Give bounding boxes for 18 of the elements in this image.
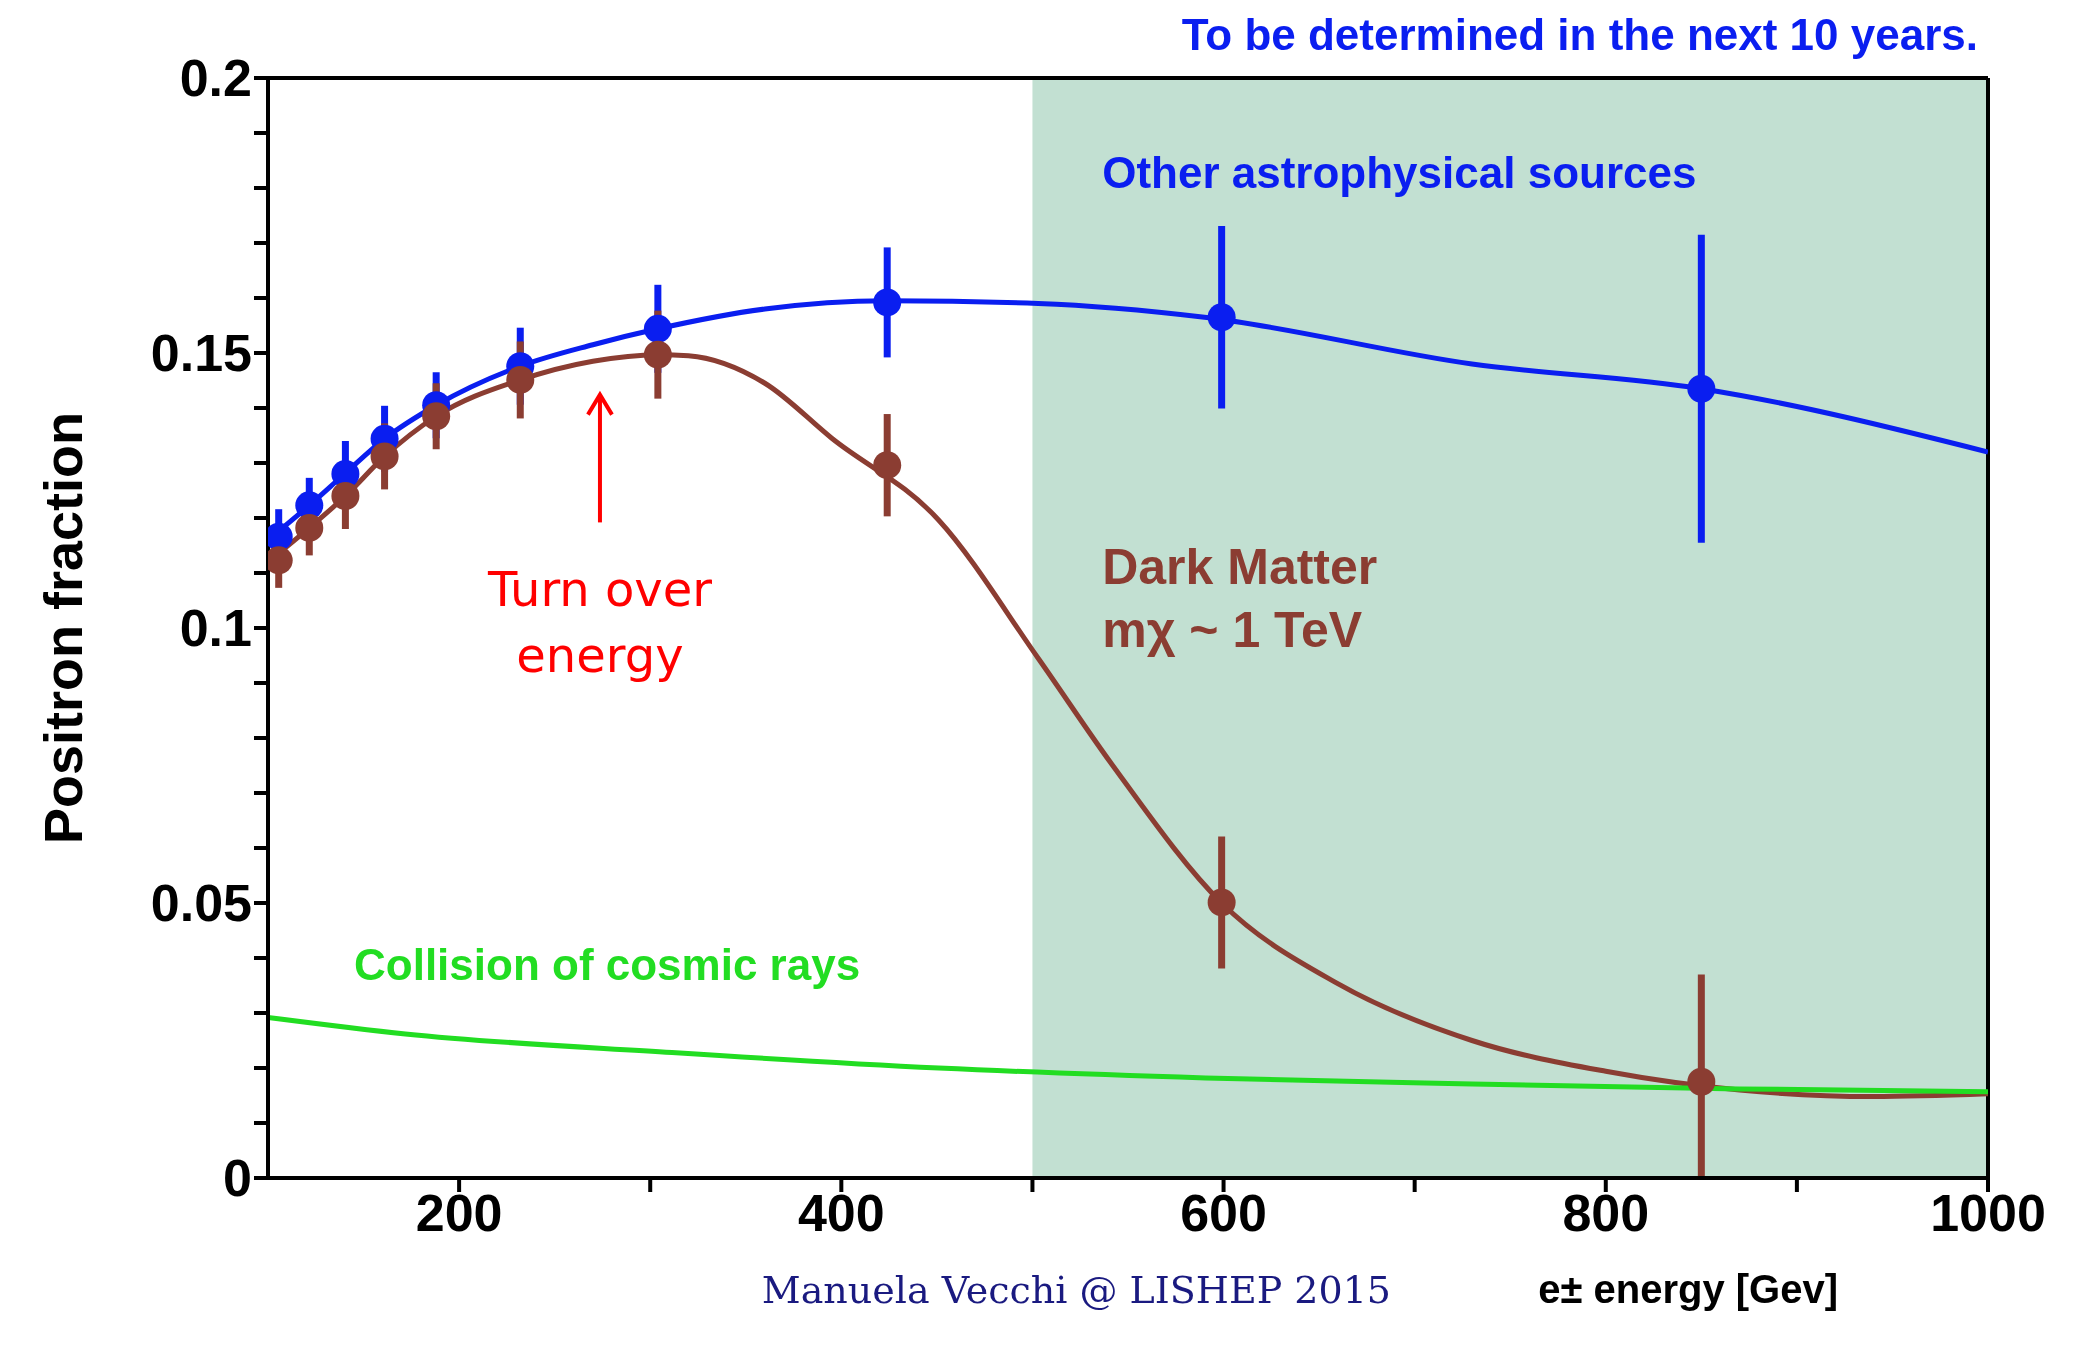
- text: Other astrophysical sources: [1102, 148, 1697, 197]
- y-tick-label: 0.1: [179, 599, 252, 658]
- series-label: Collision of cosmic rays: [354, 940, 861, 989]
- chart-title: To be determined in the next 10 years.: [1181, 10, 1978, 59]
- y-tick-label: 0.05: [150, 874, 252, 933]
- y-tick-label: 0: [223, 1149, 252, 1208]
- x-tick-label: 1000: [1930, 1183, 2046, 1242]
- x-axis-title: e± energy [Gev]: [1538, 1267, 1838, 1311]
- y-axis-title: Positron fraction: [33, 411, 94, 845]
- x-tick-label: 200: [415, 1183, 503, 1242]
- x-tick-label: 400: [797, 1183, 885, 1242]
- annotation: Turn over energy: [486, 561, 713, 683]
- y-tick-label: 0.2: [179, 49, 252, 108]
- series-label: Dark Matter mχ ~ 1 TeV: [1102, 539, 1378, 658]
- x-tick-label: 800: [1562, 1183, 1650, 1242]
- text: Manuela Vecchi @ LISHEP 2015: [761, 1268, 1391, 1312]
- x-tick-label: 600: [1180, 1183, 1267, 1242]
- y-tick-label: 0.15: [150, 324, 252, 383]
